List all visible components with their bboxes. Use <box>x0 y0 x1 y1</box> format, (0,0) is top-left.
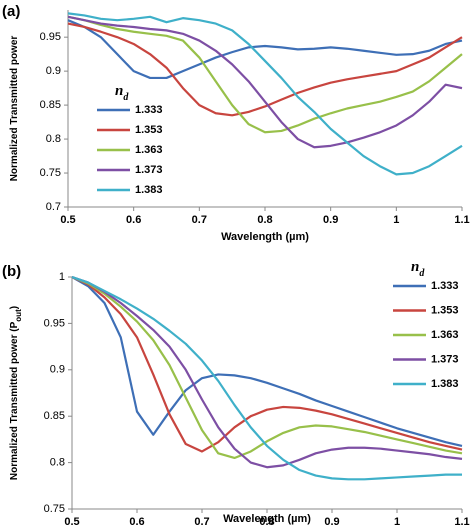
legend-label: 1.373 <box>135 164 163 176</box>
series-line <box>67 15 463 134</box>
legend-title: nd <box>115 83 129 102</box>
series-line <box>67 15 463 149</box>
legend-title-base: n <box>115 83 123 99</box>
legend-title-sub: d <box>419 268 425 279</box>
legend-label: 1.373 <box>431 353 459 365</box>
x-axis-label: Wavelength (µm) <box>223 513 311 525</box>
y-axis-label-text: Normalized Transmitted power <box>9 36 20 182</box>
y-tick-label: 1 <box>59 271 65 283</box>
y-tick-label: 0.8 <box>46 133 61 145</box>
series-line <box>67 22 463 117</box>
x-tick-label: 0.8 <box>259 516 274 527</box>
x-tick-label: 0.7 <box>192 214 207 226</box>
series-line <box>71 275 463 469</box>
x-tick-label: 1 <box>394 516 400 527</box>
series-line <box>67 19 463 80</box>
legend-label: 1.333 <box>431 280 459 292</box>
x-tick-label: 0.9 <box>324 516 339 527</box>
y-tick-label: 0.75 <box>40 167 61 179</box>
x-tick-label: 0.8 <box>257 214 272 226</box>
legend-label: 1.353 <box>431 304 459 316</box>
legend-title: nd <box>411 259 425 278</box>
y-tick-label: 0.85 <box>40 99 61 111</box>
series-line <box>71 275 462 481</box>
legend-title-sub: d <box>123 92 129 103</box>
panel-label: (b) <box>2 263 21 280</box>
x-axis-label: Wavelength (µm) <box>221 231 309 243</box>
x-tick-label: 0.5 <box>60 214 75 226</box>
legend-label: 1.363 <box>431 329 459 341</box>
y-tick-label: 0.7 <box>46 201 61 213</box>
panel-label: (a) <box>2 3 20 20</box>
x-tick-label: 1 <box>393 214 399 226</box>
y-tick-label: 0.95 <box>44 317 65 329</box>
legend-label: 1.333 <box>135 104 163 116</box>
series-line <box>67 12 463 176</box>
y-axis-label-end: ) <box>9 306 20 309</box>
x-tick-label: 1.1 <box>454 516 469 527</box>
y-tick-label: 0.8 <box>50 457 65 469</box>
y-axis-label: Normalized Transmitted power <box>9 36 20 182</box>
series-line <box>71 275 463 460</box>
x-tick-label: 0.5 <box>64 516 79 527</box>
y-tick-label: 0.95 <box>40 31 61 43</box>
legend-label: 1.353 <box>135 124 163 136</box>
y-tick-label: 0.75 <box>44 503 65 515</box>
legend-label: 1.363 <box>135 144 163 156</box>
y-axis-label: Normalized Transmitted power (Pout) <box>9 306 23 480</box>
series-line <box>71 276 463 447</box>
legend-title-base: n <box>411 259 419 275</box>
y-axis-label-sub: out <box>14 309 23 322</box>
y-tick-label: 0.85 <box>44 410 65 422</box>
legend-label: 1.383 <box>135 184 163 196</box>
x-tick-label: 0.6 <box>126 214 141 226</box>
y-axis-label-text: Normalized Transmitted power (P <box>9 321 20 480</box>
x-tick-label: 1.1 <box>454 214 469 226</box>
x-tick-label: 0.6 <box>129 516 144 527</box>
x-tick-label: 0.7 <box>194 516 209 527</box>
series-line <box>71 275 463 453</box>
y-tick-label: 0.9 <box>46 65 61 77</box>
legend-label: 1.383 <box>431 378 459 390</box>
x-tick-label: 0.9 <box>323 214 338 226</box>
y-tick-label: 0.9 <box>50 364 65 376</box>
